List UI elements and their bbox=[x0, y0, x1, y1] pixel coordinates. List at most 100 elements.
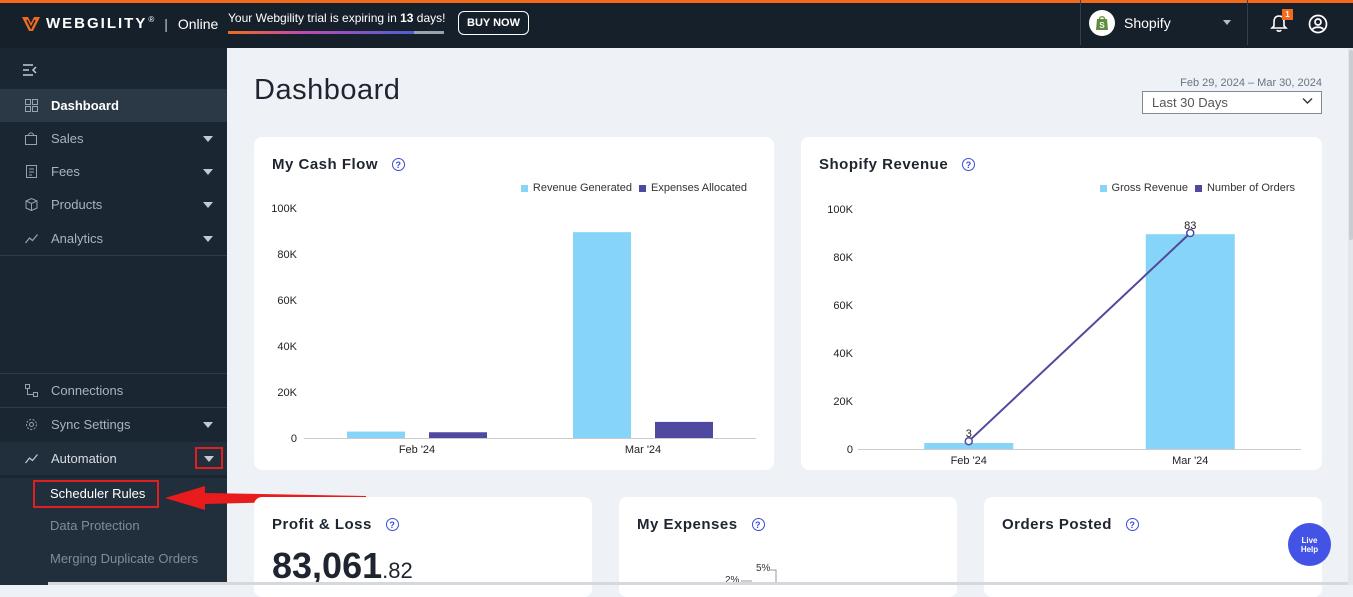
brand-name: WEBGILITY bbox=[46, 15, 148, 32]
cash-flow-card: My Cash Flow? Revenue Generated Expenses… bbox=[254, 137, 774, 470]
help-icon[interactable]: ? bbox=[392, 158, 406, 171]
page-title: Dashboard bbox=[254, 74, 401, 106]
sidebar-item-sales[interactable]: Sales bbox=[0, 122, 227, 155]
date-filter-value: Last 30 Days bbox=[1152, 95, 1228, 110]
legend-label: Number of Orders bbox=[1206, 182, 1295, 194]
y-tick-label: 40K bbox=[833, 348, 853, 360]
svg-text:S: S bbox=[1099, 21, 1105, 30]
sidebar-item-analytics[interactable]: Analytics bbox=[0, 222, 227, 255]
sidebar-item-sync-settings[interactable]: Sync Settings bbox=[0, 408, 227, 441]
sidebar-item-label: Sales bbox=[51, 131, 84, 146]
help-icon[interactable]: ? bbox=[385, 518, 399, 531]
bar-gross-revenue bbox=[924, 443, 1014, 449]
submenu-item-data-protection[interactable]: Data Protection bbox=[50, 518, 140, 533]
bar-expenses-allocated bbox=[429, 432, 487, 438]
chevron-down-icon[interactable] bbox=[203, 136, 213, 142]
help-icon[interactable]: ? bbox=[751, 518, 765, 531]
store-selector[interactable]: S Shopify bbox=[1080, 0, 1248, 45]
buy-now-button[interactable]: BUY NOW bbox=[458, 11, 529, 35]
profit-loss-card: Profit & Loss? 83,061.82 bbox=[254, 497, 592, 597]
bar-expenses-allocated bbox=[655, 421, 713, 438]
live-help-line2: Help bbox=[1300, 544, 1319, 554]
legend-item[interactable]: Expenses Allocated bbox=[638, 182, 747, 194]
sidebar-item-products[interactable]: Products bbox=[0, 188, 227, 221]
orders-posted-card: Orders Posted? bbox=[984, 497, 1322, 597]
notification-count-badge: 1 bbox=[1282, 9, 1293, 20]
help-icon[interactable]: ? bbox=[962, 158, 976, 171]
webgility-logo-icon bbox=[22, 16, 40, 31]
submenu-item-merging-duplicate-orders[interactable]: Merging Duplicate Orders bbox=[50, 551, 199, 566]
profit-loss-value-decimal: .82 bbox=[382, 558, 413, 583]
store-name: Shopify bbox=[1124, 14, 1171, 31]
brand-separator: | bbox=[164, 15, 168, 32]
expense-leader-lines bbox=[741, 569, 777, 585]
live-help-button[interactable]: Live Help bbox=[1288, 523, 1331, 566]
legend-swatch bbox=[520, 184, 528, 192]
legend-label: Gross Revenue bbox=[1111, 182, 1188, 194]
date-range-label: Feb 29, 2024 – Mar 30, 2024 bbox=[1180, 77, 1322, 89]
y-tick-label: 60K bbox=[277, 295, 297, 307]
y-tick-label: 80K bbox=[277, 249, 297, 261]
legend-label: Expenses Allocated bbox=[650, 182, 747, 194]
expense-label: 2% bbox=[725, 575, 740, 586]
automation-expand-toggle[interactable] bbox=[195, 447, 223, 469]
chevron-down-icon[interactable] bbox=[203, 236, 213, 242]
legend-item[interactable]: Revenue Generated bbox=[520, 182, 632, 194]
legend-swatch bbox=[1194, 184, 1202, 192]
bag-icon bbox=[24, 132, 38, 146]
sidebar-divider bbox=[0, 255, 227, 256]
date-filter-select[interactable]: Last 30 Days bbox=[1142, 91, 1322, 114]
chevron-down-icon[interactable] bbox=[203, 202, 213, 208]
card-title: Profit & Loss? bbox=[272, 516, 399, 533]
user-icon[interactable] bbox=[1308, 14, 1328, 34]
gear-icon bbox=[24, 418, 38, 432]
chevron-down-icon[interactable] bbox=[203, 169, 213, 175]
sidebar-divider bbox=[0, 373, 227, 374]
y-tick-label: 100K bbox=[827, 204, 853, 216]
vertical-scrollbar-thumb[interactable] bbox=[1349, 50, 1353, 240]
automation-icon bbox=[24, 452, 38, 466]
line-number-of-orders bbox=[968, 232, 1191, 442]
scheduler-rules-highlight bbox=[33, 480, 159, 508]
card-title: My Cash Flow? bbox=[272, 156, 406, 173]
chevron-down-icon[interactable] bbox=[203, 422, 213, 428]
x-tick-label: Mar '24 bbox=[1172, 455, 1208, 467]
trial-progress-bar bbox=[228, 31, 444, 34]
help-icon[interactable]: ? bbox=[1125, 518, 1139, 531]
sidebar-item-label: Dashboard bbox=[51, 98, 119, 113]
chevron-down-icon bbox=[204, 456, 214, 462]
legend-item[interactable]: Number of Orders bbox=[1194, 182, 1295, 194]
data-label: 83 bbox=[1184, 220, 1196, 232]
chart-legend: Gross Revenue Number of Orders bbox=[1093, 182, 1295, 194]
bar-gross-revenue bbox=[1145, 234, 1235, 449]
line-point bbox=[964, 436, 973, 446]
receipt-icon bbox=[24, 165, 38, 179]
card-title: Shopify Revenue? bbox=[819, 156, 976, 173]
y-tick-label: 60K bbox=[833, 300, 853, 312]
sidebar-item-automation[interactable]: Automation bbox=[0, 442, 227, 475]
profit-loss-value: 83,061.82 bbox=[272, 545, 413, 587]
trial-suffix: days! bbox=[413, 11, 446, 25]
profit-loss-value-main: 83,061 bbox=[272, 545, 383, 586]
submenu-item-scheduler-rules[interactable]: Scheduler Rules bbox=[50, 486, 146, 501]
data-label: 3 bbox=[966, 428, 972, 440]
brand-logo[interactable]: WEBGILITY ® | Online bbox=[22, 15, 218, 32]
legend-item[interactable]: Gross Revenue bbox=[1099, 182, 1188, 194]
horizontal-scrollbar[interactable] bbox=[48, 582, 1348, 585]
automation-submenu: Scheduler Rules Data Protection Merging … bbox=[0, 478, 227, 585]
expense-label: 5% bbox=[756, 563, 771, 574]
edition-label: Online bbox=[177, 15, 219, 32]
trial-days: 13 bbox=[400, 11, 414, 25]
sidebar-item-connections[interactable]: Connections bbox=[0, 374, 227, 407]
chevron-down-icon bbox=[1302, 98, 1313, 104]
bar-revenue-generated bbox=[573, 232, 631, 438]
sidebar-item-fees[interactable]: Fees bbox=[0, 155, 227, 188]
shopify-revenue-card: Shopify Revenue? Gross Revenue Number of… bbox=[801, 137, 1322, 470]
live-help-line1: Live bbox=[1301, 535, 1318, 545]
x-tick-label: Mar '24 bbox=[625, 444, 661, 456]
sidebar-divider bbox=[0, 407, 227, 408]
trial-prefix: Your Webgility trial is expiring in bbox=[228, 11, 401, 25]
collapse-menu-icon[interactable] bbox=[22, 63, 38, 77]
sidebar-item-dashboard[interactable]: Dashboard bbox=[0, 89, 227, 122]
vertical-scrollbar[interactable] bbox=[1348, 48, 1353, 585]
